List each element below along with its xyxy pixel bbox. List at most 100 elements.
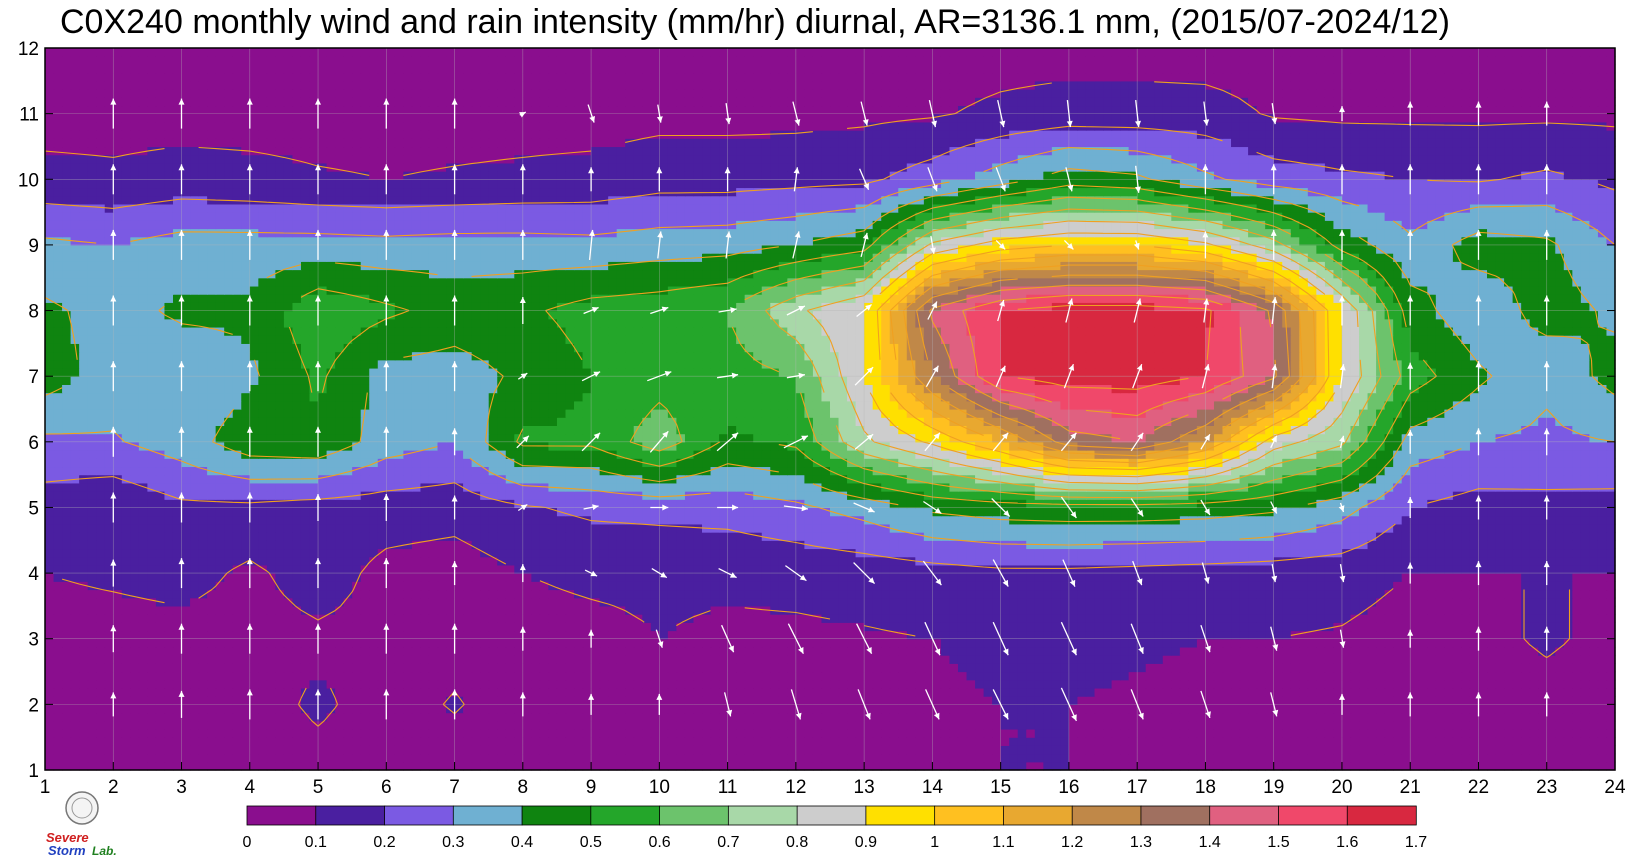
field-cell xyxy=(1026,638,1036,648)
field-cell xyxy=(335,589,345,599)
field-cell xyxy=(138,696,148,705)
field-cell xyxy=(172,753,183,763)
field-cell xyxy=(1060,704,1070,714)
field-cell xyxy=(1188,679,1198,689)
field-cell xyxy=(727,761,737,771)
field-cell xyxy=(1341,696,1352,705)
field-cell xyxy=(1393,696,1403,705)
field-cell xyxy=(335,663,345,673)
field-cell xyxy=(411,556,422,566)
field-cell xyxy=(923,589,933,599)
field-cell xyxy=(1444,712,1454,722)
field-cell xyxy=(710,712,720,722)
field-cell xyxy=(130,556,140,566)
field-cell xyxy=(1154,564,1164,574)
field-cell xyxy=(497,630,507,640)
field-cell xyxy=(300,679,311,689)
field-cell xyxy=(1504,605,1514,615)
field-cell xyxy=(53,655,63,664)
field-cell xyxy=(1256,679,1266,689)
field-cell xyxy=(1077,597,1087,607)
field-cell xyxy=(1145,646,1155,656)
field-cell xyxy=(889,605,899,615)
field-cell xyxy=(992,737,1002,746)
field-cell xyxy=(864,556,874,566)
field-cell xyxy=(79,737,89,746)
field-cell xyxy=(761,737,771,746)
field-cell xyxy=(181,655,191,664)
field-cell xyxy=(574,712,584,722)
field-cell xyxy=(70,737,80,746)
field-cell xyxy=(377,663,387,673)
field-cell xyxy=(1017,687,1027,697)
field-cell xyxy=(437,671,447,681)
field-cell xyxy=(804,712,814,722)
field-cell xyxy=(377,687,387,697)
field-cell xyxy=(1461,548,1471,558)
field-cell xyxy=(1188,712,1198,722)
field-cell xyxy=(300,737,311,746)
field-cell xyxy=(1179,646,1189,656)
field-cell xyxy=(949,581,959,591)
field-cell xyxy=(1444,548,1454,558)
field-cell xyxy=(96,614,106,623)
field-cell xyxy=(574,581,584,591)
field-cell xyxy=(1290,556,1300,566)
field-cell xyxy=(659,548,669,558)
field-cell xyxy=(693,655,703,664)
field-cell xyxy=(830,646,840,656)
field-cell xyxy=(1487,646,1497,656)
field-cell xyxy=(514,704,524,714)
field-cell xyxy=(591,737,601,746)
field-cell xyxy=(471,712,481,722)
field-cell xyxy=(1120,720,1130,730)
field-cell xyxy=(480,663,490,673)
field-cell xyxy=(1290,622,1300,632)
field-cell xyxy=(215,614,225,623)
field-cell xyxy=(872,622,882,632)
field-cell xyxy=(326,671,336,681)
field-cell xyxy=(1265,573,1275,582)
field-cell xyxy=(87,622,97,632)
field-cell xyxy=(488,655,498,664)
field-cell xyxy=(872,704,882,714)
field-cell xyxy=(1017,573,1027,582)
field-cell xyxy=(335,630,345,640)
field-cell xyxy=(1307,671,1317,681)
field-cell xyxy=(1145,622,1155,632)
field-cell xyxy=(1009,720,1019,730)
field-cell xyxy=(1179,745,1189,755)
field-cell xyxy=(181,696,191,705)
field-cell xyxy=(241,573,251,582)
field-cell xyxy=(79,720,89,730)
field-cell xyxy=(437,655,447,664)
field-cell xyxy=(505,728,515,738)
field-cell xyxy=(1606,720,1616,730)
field-cell xyxy=(565,646,575,656)
field-cell xyxy=(1273,622,1283,632)
field-cell xyxy=(215,638,225,648)
field-cell xyxy=(232,540,242,550)
field-cell xyxy=(283,720,294,730)
field-cell xyxy=(957,704,968,714)
field-cell xyxy=(232,720,242,730)
field-cell xyxy=(1606,679,1616,689)
field-cell xyxy=(1350,548,1360,558)
field-cell xyxy=(241,622,251,632)
field-cell xyxy=(1085,548,1096,558)
field-cell xyxy=(275,597,285,607)
field-cell xyxy=(1179,663,1189,673)
field-cell xyxy=(300,589,311,599)
field-cell xyxy=(232,655,242,664)
field-cell xyxy=(1239,655,1249,664)
field-cell xyxy=(1401,655,1411,664)
field-cell xyxy=(1512,638,1522,648)
field-cell xyxy=(539,671,550,681)
field-cell xyxy=(79,630,89,640)
field-cell xyxy=(1435,745,1445,755)
field-cell xyxy=(821,581,831,591)
field-cell xyxy=(702,704,712,714)
field-cell xyxy=(1469,614,1480,623)
field-cell xyxy=(96,605,106,615)
field-cell xyxy=(830,737,840,746)
